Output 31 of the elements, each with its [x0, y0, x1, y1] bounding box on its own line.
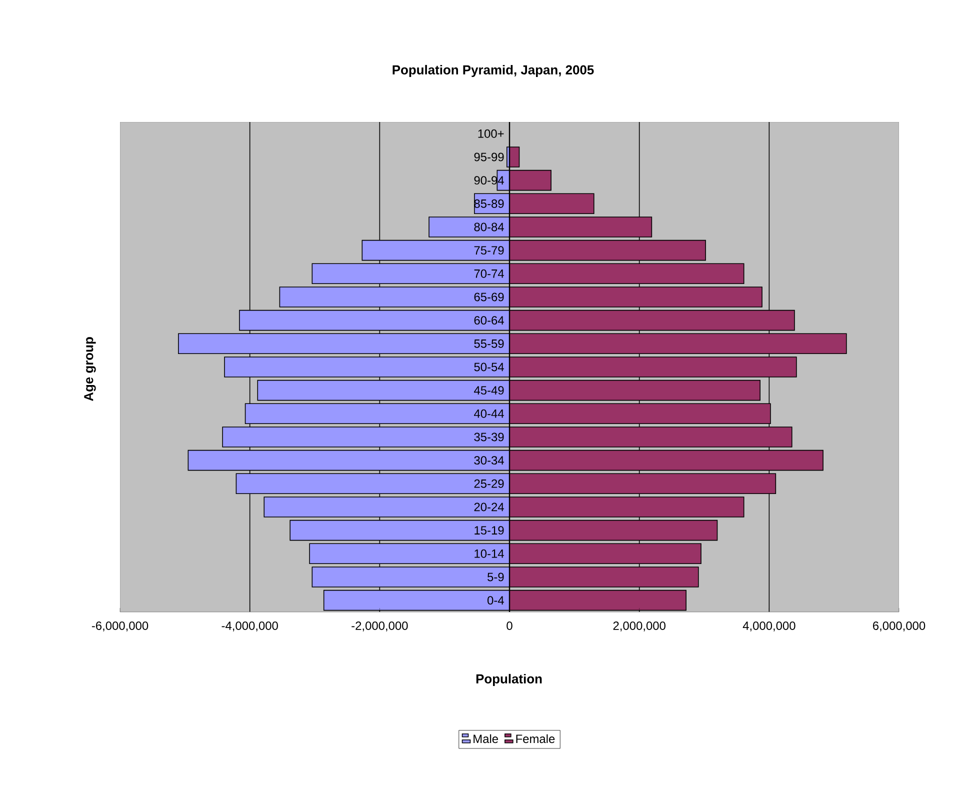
- y-tick-label: 30-34: [474, 456, 504, 465]
- y-tick-label: 40-44: [474, 409, 504, 418]
- y-tick-label: 70-74: [474, 269, 504, 278]
- y-tick-label: 60-64: [474, 316, 504, 325]
- y-tick-label: 55-59: [474, 339, 504, 348]
- y-tick-label: 75-79: [474, 246, 504, 255]
- y-tick-label: 50-54: [474, 362, 504, 372]
- legend-label: Male: [474, 734, 498, 744]
- y-tick-label: 45-49: [474, 386, 504, 395]
- x-tick-label: -2,000,000: [352, 622, 408, 632]
- y-tick-label: 65-69: [474, 292, 504, 302]
- y-tick-label: 100+: [478, 129, 504, 138]
- y-tick-label: 20-24: [474, 502, 504, 512]
- x-tick-label: 6,000,000: [873, 622, 926, 632]
- x-tick-label: 4,000,000: [742, 622, 796, 632]
- x-tick-label: 0: [506, 622, 512, 630]
- y-tick-label: 10-14: [474, 549, 504, 558]
- chart-title: Population Pyramid, Japan, 2005: [392, 64, 594, 78]
- y-tick-label: 5-9: [488, 572, 504, 582]
- y-axis-title: Age group: [84, 337, 96, 402]
- y-tick-label: 95-99: [474, 152, 504, 162]
- y-tick-label: 35-39: [474, 432, 504, 442]
- y-tick-label: 0-4: [488, 596, 504, 605]
- y-tick-label: 25-29: [474, 479, 504, 488]
- x-tick-label: -6,000,000: [92, 622, 148, 632]
- legend-label: Female: [516, 734, 555, 744]
- y-tick-label: 15-19: [474, 526, 504, 535]
- x-axis-title: Population: [476, 674, 542, 686]
- x-tick-label: 2,000,000: [613, 622, 666, 632]
- y-tick-label: 80-84: [474, 222, 504, 232]
- x-tick-label: -4,000,000: [222, 622, 278, 632]
